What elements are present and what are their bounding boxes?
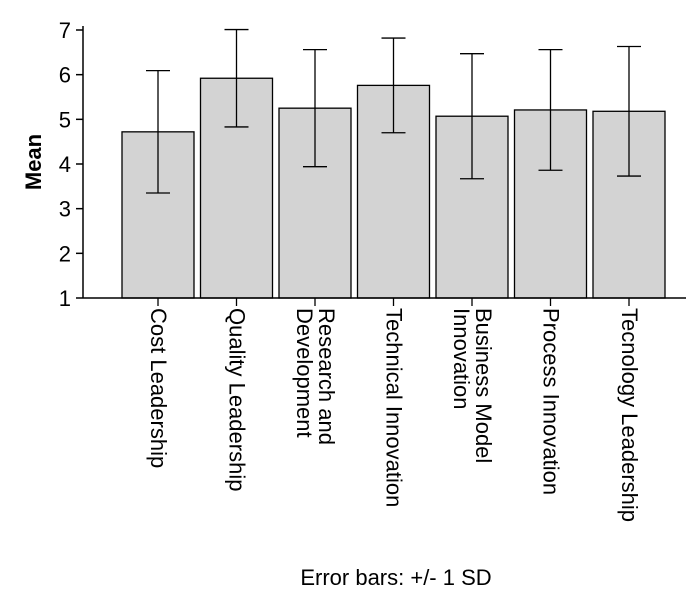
y-tick-label: 5 [59,107,71,132]
y-tick-label: 4 [59,152,71,177]
category-label: Business ModelInnovation [449,308,496,463]
y-tick-label: 6 [59,63,71,88]
error-bar [303,49,327,168]
y-tick-label: 2 [59,241,71,266]
error-bars-note: Error bars: +/- 1 SD [300,565,491,590]
error-bar [460,53,484,180]
category-label: Quality Leadership [225,308,250,491]
y-tick-label: 7 [59,18,71,43]
y-axis-title: Mean [21,134,46,190]
error-bar [146,69,170,194]
category-label: Tecnology Leadership [617,308,642,522]
error-bar [538,49,563,171]
bar [592,110,666,299]
y-axis-ticks: 1 2 3 4 5 6 7 [59,18,83,311]
category-labels: Cost Leadership Quality Leadership Researc… [146,298,642,522]
error-bars [146,28,641,194]
y-tick-label: 3 [59,197,71,222]
error-bar [224,28,249,128]
category-label: Process Innovation [539,308,564,495]
category-label: Technical Innovation [382,308,407,507]
category-label: Research andDevelopment [292,308,339,445]
y-tick-label: 1 [59,286,71,311]
category-label: Cost Leadership [146,308,171,468]
error-bar [617,45,641,177]
error-bar [381,37,406,134]
